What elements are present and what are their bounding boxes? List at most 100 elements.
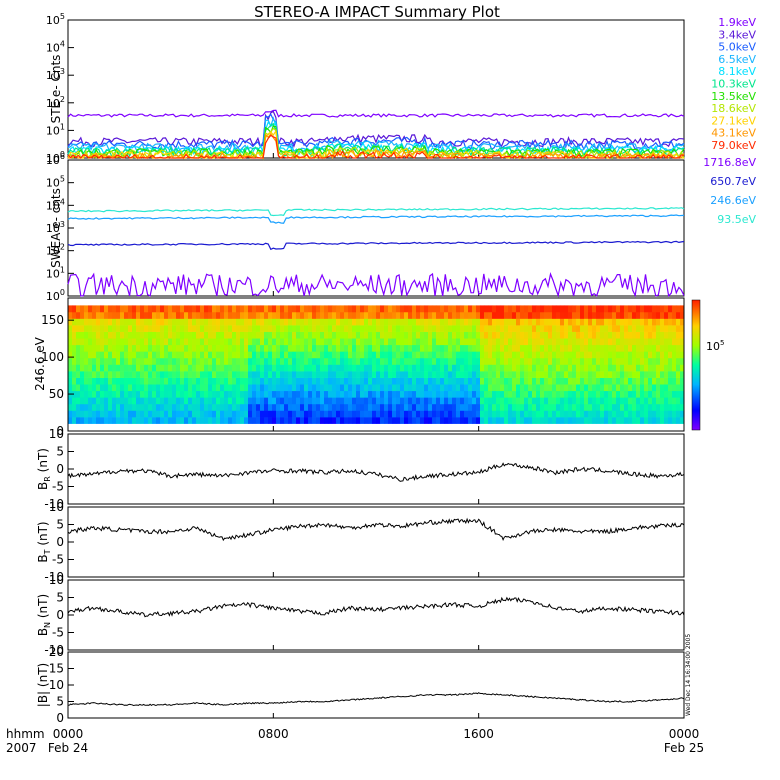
heatmap-cell	[316, 390, 321, 398]
heatmap-cell	[504, 403, 509, 411]
heatmap-cell	[432, 325, 437, 332]
heatmap-cell	[468, 311, 473, 319]
heatmap-cell	[636, 390, 641, 398]
heatmap-cell	[520, 377, 525, 385]
heatmap-cell	[156, 338, 161, 346]
heatmap-cell	[184, 325, 189, 332]
heatmap-cell	[520, 371, 525, 378]
heatmap-cell	[672, 371, 677, 378]
heatmap-cell	[472, 331, 477, 339]
heatmap-cell	[588, 305, 593, 313]
heatmap-cell	[428, 325, 433, 332]
heatmap-cell	[488, 311, 493, 319]
heatmap-cell	[580, 331, 585, 339]
heatmap-cell	[492, 305, 497, 313]
heatmap-cell	[284, 397, 289, 405]
heatmap-cell	[80, 357, 85, 365]
heatmap-cell	[476, 384, 481, 392]
heatmap-cell	[360, 318, 365, 326]
y-tick-label: 104	[46, 40, 65, 55]
heatmap-cell	[96, 410, 101, 418]
heatmap-cell	[328, 311, 333, 319]
heatmap-cell	[340, 410, 345, 418]
heatmap-cell	[548, 344, 553, 352]
heatmap-cell	[676, 417, 681, 424]
heatmap-cell	[160, 364, 165, 372]
heatmap-cell	[168, 371, 173, 378]
heatmap-cell	[664, 338, 669, 346]
heatmap-cell	[352, 344, 357, 352]
heatmap-cell	[548, 397, 553, 405]
heatmap-cell	[464, 338, 469, 346]
heatmap-cell	[608, 384, 613, 392]
heatmap-cell	[624, 338, 629, 346]
heatmap-cell	[320, 403, 325, 411]
heatmap-cell	[340, 364, 345, 372]
heatmap-cell	[344, 371, 349, 378]
heatmap-cell	[456, 397, 461, 405]
heatmap-cell	[196, 397, 201, 405]
heatmap-cell	[88, 357, 93, 365]
heatmap-cell	[212, 384, 217, 392]
heatmap-cell	[576, 311, 581, 319]
heatmap-cell	[656, 403, 661, 411]
heatmap-cell	[652, 364, 657, 372]
heatmap-cell	[272, 351, 277, 359]
heatmap-cell	[328, 357, 333, 365]
heatmap-cell	[592, 371, 597, 378]
heatmap-cell	[392, 403, 397, 411]
heatmap-cell	[76, 384, 81, 392]
heatmap-cell	[240, 390, 245, 398]
heatmap-cell	[144, 417, 149, 424]
heatmap-cell	[392, 417, 397, 424]
heatmap-cell	[72, 377, 77, 385]
heatmap-cell	[228, 371, 233, 378]
heatmap-cell	[308, 364, 313, 372]
heatmap-cell	[576, 344, 581, 352]
y-tick-label: 100	[46, 150, 65, 165]
heatmap-cell	[648, 390, 653, 398]
heatmap-cell	[536, 403, 541, 411]
heatmap-cell	[228, 325, 233, 332]
heatmap-cell	[148, 377, 153, 385]
heatmap-cell	[432, 357, 437, 365]
heatmap-cell	[380, 397, 385, 405]
heatmap-cell	[496, 410, 501, 418]
heatmap-cell	[472, 417, 477, 424]
heatmap-cell	[360, 344, 365, 352]
heatmap-cell	[564, 331, 569, 339]
heatmap-cell	[292, 318, 297, 326]
heatmap-cell	[592, 351, 597, 359]
heatmap-cell	[664, 410, 669, 418]
heatmap-cell	[340, 344, 345, 352]
heatmap-cell	[528, 311, 533, 319]
heatmap-cell	[532, 331, 537, 339]
heatmap-cell	[80, 410, 85, 418]
heatmap-cell	[196, 344, 201, 352]
heatmap-cell	[276, 371, 281, 378]
heatmap-cell	[300, 397, 305, 405]
heatmap-cell	[196, 311, 201, 319]
heatmap-cell	[620, 318, 625, 326]
heatmap-cell	[324, 417, 329, 424]
heatmap-cell	[384, 325, 389, 332]
heatmap-cell	[376, 318, 381, 326]
heatmap-cell	[152, 371, 157, 378]
heatmap-cell	[552, 390, 557, 398]
heatmap-cell	[428, 351, 433, 359]
heatmap-cell	[328, 305, 333, 313]
heatmap-cell	[664, 384, 669, 392]
heatmap-cell	[496, 325, 501, 332]
heatmap-cell	[404, 338, 409, 346]
heatmap-cell	[640, 338, 645, 346]
heatmap-cell	[480, 357, 485, 365]
heatmap-cell	[268, 397, 273, 405]
heatmap-cell	[452, 403, 457, 411]
y-tick-label: -10	[44, 570, 64, 584]
heatmap-cell	[340, 397, 345, 405]
heatmap-cell	[204, 325, 209, 332]
heatmap-cell	[208, 403, 213, 411]
heatmap-cell	[312, 357, 317, 365]
heatmap-cell	[236, 311, 241, 319]
heatmap-cell	[144, 403, 149, 411]
